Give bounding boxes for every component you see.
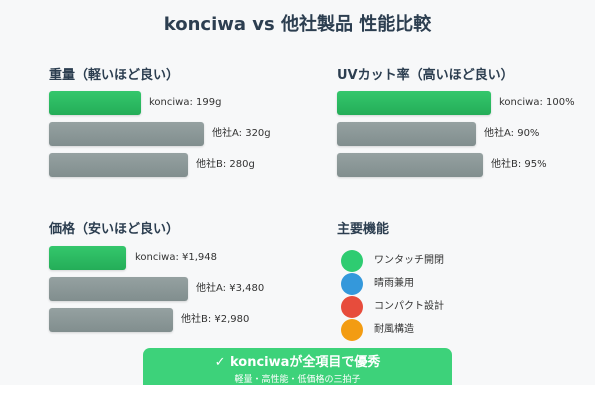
price-label-b: 他社B: ¥2,980	[181, 314, 250, 325]
price-bar-a	[49, 277, 188, 301]
feature-label: ワンタッチ開閉	[374, 255, 444, 266]
price-label-a: 他社A: ¥3,480	[196, 283, 265, 294]
comparison-canvas: konciwa vs 他社製品 性能比較 重量（軽いほど良い） konciwa:…	[49, 14, 575, 385]
weight-heading: 重量（軽いほど良い）	[49, 68, 180, 83]
summary-banner: ✓ konciwaが全項目で優秀 軽量・高性能・低価格の三拍子	[143, 348, 452, 385]
feature-label: 晴雨兼用	[374, 278, 414, 289]
weight-bar-konciwa	[49, 91, 141, 115]
uv-label-b: 他社B: 95%	[491, 159, 547, 170]
uv-bar-b	[337, 153, 483, 177]
weight-label-b: 他社B: 280g	[196, 159, 255, 170]
banner-main-text: ✓ konciwaが全項目で優秀	[214, 355, 381, 370]
feature-label: コンパクト設計	[374, 301, 444, 312]
uv-bar-a	[337, 122, 476, 146]
red-dot-icon	[341, 296, 363, 318]
features-heading: 主要機能	[337, 222, 390, 237]
weight-label-konciwa: konciwa: 199g	[149, 97, 222, 108]
weight-label-a: 他社A: 320g	[212, 128, 271, 139]
price-bar-b	[49, 308, 173, 332]
banner-sub-text: 軽量・高性能・低価格の三拍子	[234, 375, 361, 385]
page-title: konciwa vs 他社製品 性能比較	[163, 14, 432, 35]
price-bar-konciwa	[49, 246, 126, 270]
price-label-konciwa: konciwa: ¥1,948	[135, 252, 218, 263]
blue-dot-icon	[341, 273, 363, 295]
uv-label-a: 他社A: 90%	[484, 128, 540, 139]
weight-bar-a	[49, 122, 204, 146]
weight-bar-b	[49, 153, 188, 177]
uv-label-konciwa: konciwa: 100%	[499, 97, 575, 108]
uv-bar-konciwa	[337, 91, 491, 115]
uv-heading: UVカット率（高いほど良い）	[337, 68, 514, 83]
feature-label: 耐風構造	[374, 324, 414, 335]
orange-dot-icon	[341, 319, 363, 341]
green-dot-icon	[341, 250, 363, 272]
price-heading: 価格（安いほど良い）	[49, 222, 180, 237]
